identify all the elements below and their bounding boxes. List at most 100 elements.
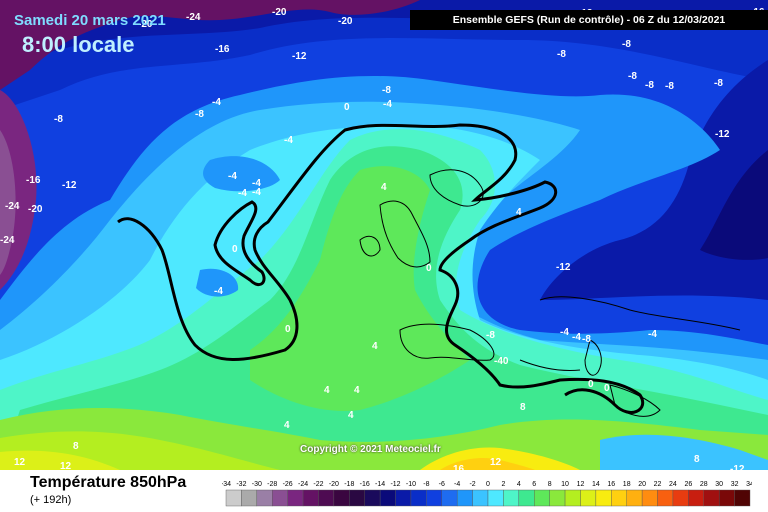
copyright-text: Copyright © 2021 Meteociel.fr: [300, 444, 441, 455]
legend-swatch: [580, 489, 597, 507]
legend-swatch: [256, 489, 273, 507]
legend-tick-label: 30: [715, 481, 723, 488]
map-value-label: -20: [28, 204, 43, 215]
legend-tick-label: 0: [486, 481, 490, 488]
map-value-label: 8: [520, 402, 526, 413]
map-value-label: -16: [215, 44, 230, 55]
purple-pool-greenland: [0, 0, 420, 90]
legend-swatch: [657, 489, 674, 507]
map-value-label: 0: [285, 324, 291, 335]
purple-pool-core: [0, 130, 16, 275]
warm-south-5: [440, 458, 535, 470]
map-value-label: -4: [284, 135, 293, 146]
map-value-label: 4: [284, 420, 290, 431]
legend-tick-label: 20: [638, 481, 646, 488]
forecast-date: Samedi 20 mars 2021: [14, 12, 166, 29]
legend-tick-label: -10: [406, 481, 416, 488]
legend-swatch: [410, 489, 427, 507]
legend-tick-label: 6: [532, 481, 536, 488]
map-value-label: -4: [648, 329, 657, 340]
map-value-label: 4: [324, 385, 330, 396]
legend-tick-label: -20: [329, 481, 339, 488]
legend-tick-label: 34: [746, 481, 752, 488]
legend-swatch: [503, 489, 520, 507]
map-value-label: -4: [383, 99, 392, 110]
legend-swatch: [641, 489, 658, 507]
legend-swatch: [518, 489, 535, 507]
legend-tick-label: 10: [561, 481, 569, 488]
map-value-label: -16: [26, 175, 41, 186]
legend-tick-label: 28: [700, 481, 708, 488]
color-scale-legend: -34-32-30-28-26-24-22-20-18-16-14-12-10-…: [222, 481, 752, 507]
legend-swatch: [349, 489, 365, 507]
legend-tick-label: -4: [454, 481, 460, 488]
map-value-label: -4: [228, 171, 237, 182]
legend-swatch: [534, 489, 550, 507]
map-value-label: -12: [715, 129, 730, 140]
map-value-label: -20: [138, 19, 153, 30]
map-value-label: -4: [560, 327, 569, 338]
map-value-label: -40: [494, 356, 509, 367]
legend-swatch: [564, 489, 581, 507]
legend-tick-label: 8: [548, 481, 552, 488]
map-value-label: 0: [604, 383, 610, 394]
legend-tick-label: -26: [283, 481, 293, 488]
legend-tick-label: -18: [344, 481, 354, 488]
legend-swatch: [611, 489, 627, 507]
legend-swatch: [379, 489, 396, 507]
legend-ticks: -34-32-30-28-26-24-22-20-18-16-14-12-10-…: [222, 481, 752, 488]
zero-isotherm: [117, 123, 644, 414]
map-value-label: 12: [490, 457, 502, 468]
forecast-local-time: 8:00 locale: [22, 32, 135, 57]
map-value-label: -8: [622, 39, 631, 50]
cold-russia-inner: [700, 150, 768, 260]
map-value-label: 4: [354, 385, 360, 396]
legend-tick-label: 12: [577, 481, 585, 488]
legend-swatch: [456, 489, 473, 507]
legend-tick-label: 2: [501, 481, 505, 488]
map-value-label: -4: [252, 178, 261, 189]
run-info-banner: Ensemble GEFS (Run de contrôle) - 06 Z d…: [410, 10, 768, 30]
map-value-label: -12: [556, 262, 571, 273]
legend-tick-label: -16: [360, 481, 370, 488]
lead-time: (+ 192h): [30, 494, 72, 506]
map-value-label: 12: [60, 461, 72, 470]
map-value-label: -4: [238, 188, 247, 199]
map-value-label: -8: [557, 49, 566, 60]
map-value-label: -12: [730, 464, 745, 470]
legend-swatch: [318, 489, 335, 507]
legend-swatch: [364, 489, 381, 507]
map-value-label: -8: [628, 71, 637, 82]
map-value-label: -8: [382, 85, 391, 96]
map-values: -20 -24 -20 -20 -16 -12 -8 -8 -8 -8 -8 -8 -12 -12 -16 -…: [0, 7, 765, 470]
map-value-label: 8: [694, 454, 700, 465]
coastlines: [359, 169, 741, 417]
legend-swatch: [688, 489, 704, 507]
map-value-label: 0: [588, 379, 594, 390]
legend-swatch: [734, 489, 751, 507]
warm-south-3: [0, 450, 120, 470]
map-value-label: -24: [5, 201, 20, 212]
map-value-label: 4: [381, 182, 387, 193]
map-value-label: -20: [338, 16, 353, 27]
map-value-label: 4: [348, 410, 354, 421]
legend-tick-label: -14: [375, 481, 385, 488]
map-value-label: 16: [453, 464, 465, 470]
legend-tick-label: -28: [267, 481, 277, 488]
legend-tick-label: -24: [298, 481, 308, 488]
legend-swatch: [703, 489, 720, 507]
legend-swatch: [595, 489, 612, 507]
cold-pocket-atlantic: [203, 156, 280, 192]
map-value-label: -8: [54, 114, 63, 125]
cold-pocket-atlantic-2: [196, 268, 239, 297]
map-value-label: -8: [486, 330, 495, 341]
map-value-label: -20: [272, 7, 287, 18]
map-value-label: -4: [572, 332, 581, 343]
map-value-label: 0: [232, 244, 238, 255]
map-value-label: -8: [645, 80, 654, 91]
legend-swatch: [487, 489, 504, 507]
legend-swatch: [672, 489, 689, 507]
zero-isotherm-loop: [213, 200, 266, 286]
map-value-label: -8: [665, 81, 674, 92]
